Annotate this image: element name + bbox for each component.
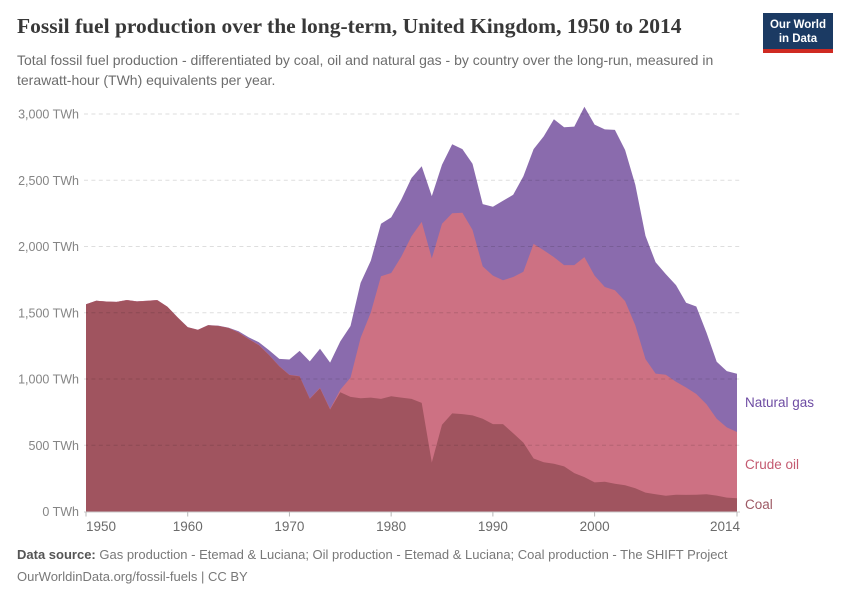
x-axis-tick-label: 2014	[710, 519, 741, 534]
y-axis-tick-label: 1,500 TWh	[18, 306, 79, 320]
chart-footer: Data source: Gas production - Etemad & L…	[17, 544, 833, 588]
footer-separator: |	[197, 569, 208, 584]
x-axis-tick-label: 1990	[478, 519, 508, 534]
chart-title: Fossil fuel production over the long-ter…	[17, 14, 682, 38]
y-axis-tick-label: 1,000 TWh	[18, 373, 79, 387]
x-axis-tick-label: 1970	[274, 519, 304, 534]
data-source-label: Data source:	[17, 547, 96, 562]
x-axis-tick-label: 1950	[86, 519, 116, 534]
legend-coal[interactable]: Coal	[745, 496, 773, 512]
y-axis-tick-label: 2,500 TWh	[18, 174, 79, 188]
area-coal[interactable]	[86, 300, 737, 512]
owid-url-link[interactable]: OurWorldinData.org/fossil-fuels	[17, 569, 198, 584]
y-axis-tick-label: 3,000 TWh	[18, 108, 79, 122]
x-axis-tick-label: 2000	[580, 519, 610, 534]
chart-subtitle: Total fossil fuel production - different…	[17, 52, 714, 88]
y-axis-tick-label: 500 TWh	[29, 439, 80, 453]
data-source-line: Data source: Gas production - Etemad & L…	[17, 544, 833, 566]
legend-natural-gas[interactable]: Natural gas	[745, 394, 815, 410]
owid-logo-line1: Our World	[769, 19, 826, 31]
x-axis-tick-label: 1960	[173, 519, 203, 534]
y-axis-tick-label: 0 TWh	[42, 505, 79, 519]
x-axis-tick-label: 1980	[376, 519, 406, 534]
data-source-text: Gas production - Etemad & Luciana; Oil p…	[99, 547, 728, 562]
stacked-area-chart[interactable]: 0 TWh 500 TWh 1,000 TWh 1,500 TWh 2,000 TWh 2…	[0, 0, 850, 545]
license-text: CC BY	[208, 569, 248, 584]
owid-logo-line2: in Data	[778, 33, 818, 45]
chart-area: 0 TWh 500 TWh 1,000 TWh 1,500 TWh 2,000 TWh 2…	[0, 0, 850, 545]
owid-logo[interactable]: Our World in Data	[762, 13, 833, 53]
y-axis-tick-label: 2,000 TWh	[18, 240, 79, 254]
legend-crude-oil[interactable]: Crude oil	[745, 457, 800, 473]
license-line: OurWorldinData.org/fossil-fuels | CC BY	[17, 566, 833, 588]
